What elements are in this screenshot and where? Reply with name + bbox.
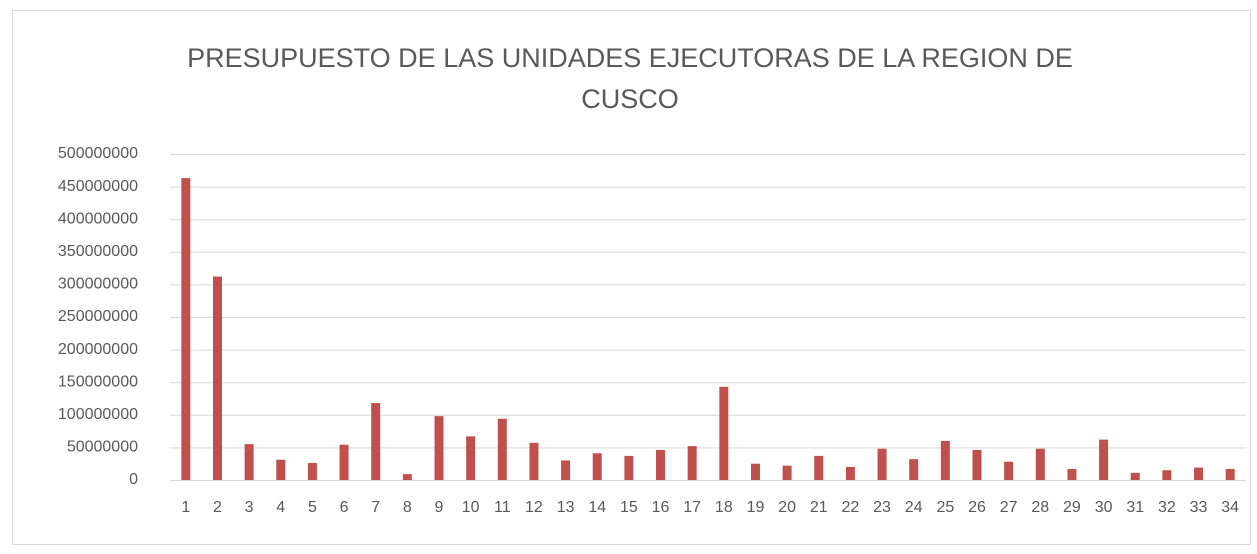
- bar: [909, 459, 919, 480]
- x-tick-label: 21: [810, 499, 828, 516]
- bar: [1099, 439, 1109, 480]
- bar: [1067, 468, 1077, 480]
- y-tick-label: 450000000: [58, 178, 138, 195]
- x-tick-label: 31: [1126, 499, 1144, 516]
- bar: [592, 453, 602, 480]
- x-tick-label: 32: [1158, 499, 1176, 516]
- x-tick-label: 34: [1221, 499, 1239, 516]
- bar: [497, 418, 507, 480]
- bar: [371, 403, 381, 480]
- y-tick-label: 250000000: [58, 308, 138, 325]
- bar: [339, 444, 349, 480]
- x-tick-label: 30: [1095, 499, 1113, 516]
- bar: [1035, 448, 1045, 480]
- x-tick-label: 6: [340, 499, 349, 516]
- bar: [972, 450, 982, 480]
- bar: [276, 459, 286, 480]
- bar: [1130, 472, 1140, 480]
- x-tick-label: 24: [905, 499, 923, 516]
- bar: [181, 178, 191, 480]
- x-tick-label: 5: [308, 499, 317, 516]
- x-tick-label: 9: [435, 499, 444, 516]
- bar: [814, 455, 824, 480]
- x-tick-label: 16: [652, 499, 670, 516]
- bar: [244, 444, 254, 480]
- x-tick-label: 3: [245, 499, 254, 516]
- x-tick-label: 27: [1000, 499, 1018, 516]
- y-tick-label: 150000000: [58, 373, 138, 390]
- bar: [1162, 470, 1172, 480]
- bar: [782, 465, 792, 480]
- x-tick-label: 10: [462, 499, 480, 516]
- bar: [845, 466, 855, 480]
- x-tick-label: 13: [557, 499, 575, 516]
- x-tick-label: 23: [873, 499, 891, 516]
- bar: [687, 446, 697, 480]
- x-tick-label: 17: [683, 499, 701, 516]
- x-tick-label: 14: [588, 499, 606, 516]
- x-tick-label: 1: [181, 499, 190, 516]
- x-tick-label: 29: [1063, 499, 1081, 516]
- y-tick-label: 100000000: [58, 406, 138, 423]
- y-tick-label: 400000000: [58, 210, 138, 227]
- bar: [719, 386, 729, 480]
- x-tick-label: 20: [778, 499, 796, 516]
- bar: [402, 474, 412, 480]
- bar: [750, 463, 760, 480]
- bar: [1004, 461, 1014, 480]
- x-tick-label: 28: [1031, 499, 1049, 516]
- bar: [466, 436, 476, 480]
- y-tick-label: 50000000: [67, 439, 138, 456]
- x-tick-label: 12: [525, 499, 543, 516]
- x-tick-label: 4: [276, 499, 285, 516]
- x-tick-label: 19: [747, 499, 765, 516]
- chart-title: PRESUPUESTO DE LAS UNIDADES EJECUTORAS D…: [187, 43, 1073, 114]
- x-tick-label: 22: [842, 499, 860, 516]
- bar: [561, 460, 571, 480]
- bar: [212, 276, 222, 480]
- y-tick-label: 300000000: [58, 276, 138, 293]
- x-tick-label: 11: [494, 499, 511, 516]
- bar: [940, 440, 950, 480]
- x-tick-label: 33: [1190, 499, 1208, 516]
- x-tick-label: 7: [371, 499, 380, 516]
- bar: [656, 450, 666, 480]
- bar: [434, 416, 444, 480]
- y-tick-label: 350000000: [58, 243, 138, 260]
- bar: [1194, 467, 1204, 480]
- x-tick-label: 25: [936, 499, 954, 516]
- x-tick-label: 15: [620, 499, 638, 516]
- x-tick-label: 2: [213, 499, 222, 516]
- x-tick-label: 18: [715, 499, 733, 516]
- y-tick-label: 500000000: [58, 145, 138, 162]
- bar: [529, 442, 539, 480]
- bar: [1225, 468, 1235, 480]
- x-tick-label: 26: [968, 499, 986, 516]
- x-tick-label: 8: [403, 499, 412, 516]
- y-tick-label: 200000000: [58, 341, 138, 358]
- bar: [624, 455, 634, 480]
- bar: [307, 463, 317, 480]
- y-tick-label: 0: [129, 471, 138, 488]
- bar: [877, 448, 887, 480]
